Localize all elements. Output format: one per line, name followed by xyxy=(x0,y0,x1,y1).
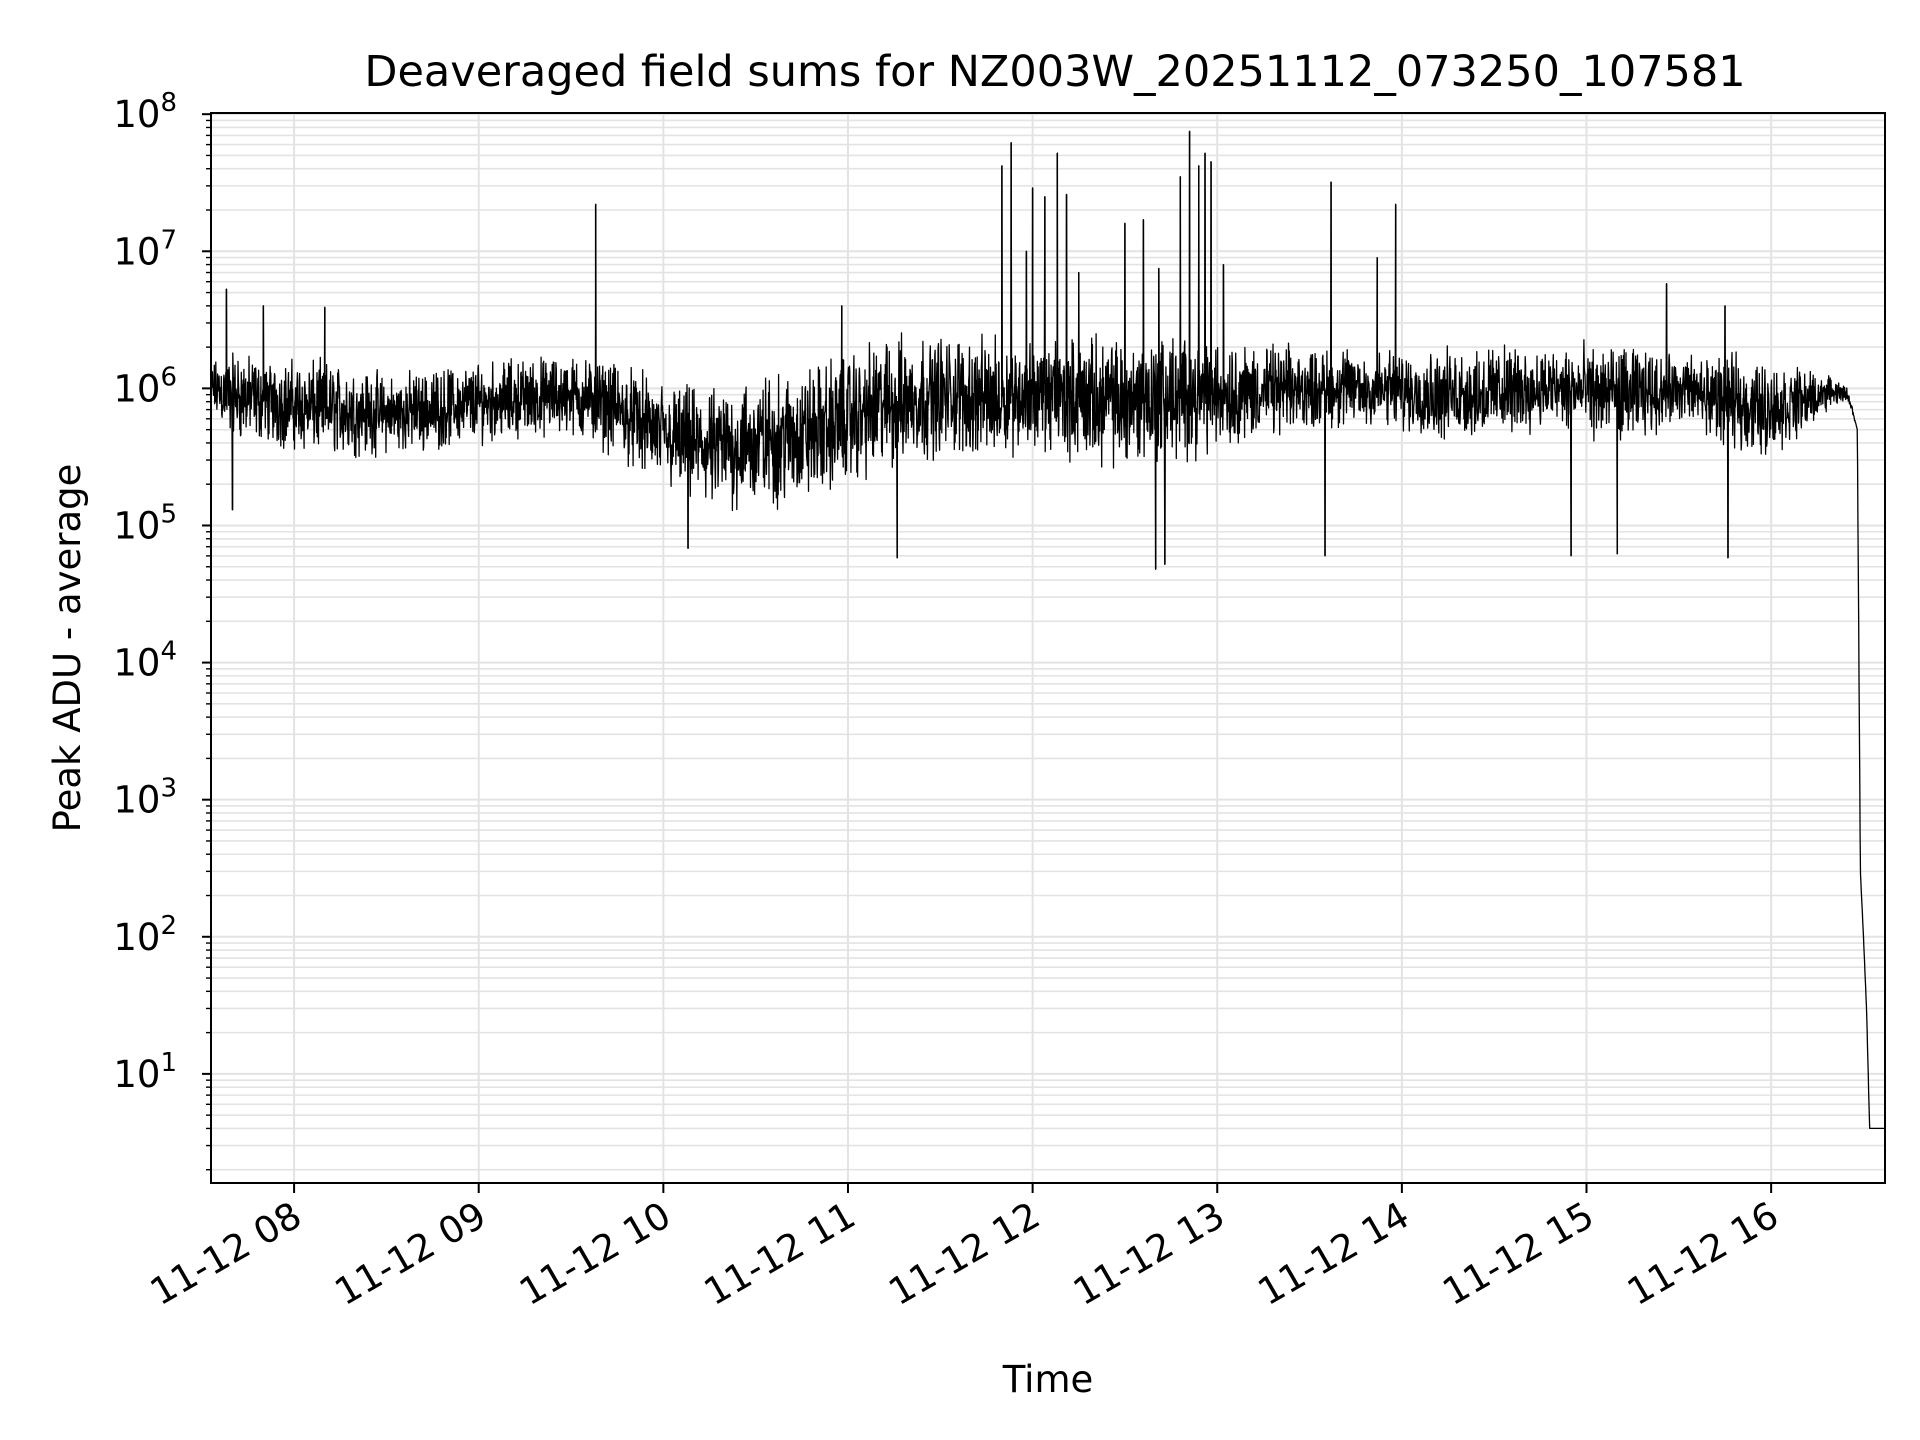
x-tick-label: 11-12 16 xyxy=(1620,1194,1786,1314)
y-tick-base: 10 xyxy=(113,504,160,547)
grid xyxy=(211,113,1885,1183)
x-tick-label: 11-12 12 xyxy=(882,1194,1048,1314)
x-tick-label: 11-12 11 xyxy=(697,1194,863,1314)
y-tick-label: 101 xyxy=(113,1048,177,1096)
y-tick-base: 10 xyxy=(113,230,160,273)
x-tick-label: 11-12 15 xyxy=(1435,1194,1601,1314)
x-tick-label: 11-12 14 xyxy=(1251,1194,1417,1314)
y-tick-base: 10 xyxy=(113,1053,160,1096)
y-tick-base: 10 xyxy=(113,367,160,410)
y-tick-base: 10 xyxy=(113,916,160,959)
y-tick-base: 10 xyxy=(113,93,160,136)
y-tick-exponent: 6 xyxy=(160,362,177,392)
y-tick-exponent: 5 xyxy=(160,499,177,529)
y-tick-exponent: 3 xyxy=(160,774,177,804)
y-tick-base: 10 xyxy=(113,642,160,685)
x-tick-label: 11-12 13 xyxy=(1066,1194,1232,1314)
x-tick-label: 11-12 10 xyxy=(512,1194,678,1314)
data-series xyxy=(210,130,1886,1130)
x-tick-label: 11-12 09 xyxy=(328,1194,494,1314)
y-tick-exponent: 4 xyxy=(160,637,177,667)
y-tick-label: 102 xyxy=(113,911,177,959)
y-tick-exponent: 8 xyxy=(160,88,177,118)
y-tick-label: 107 xyxy=(113,225,177,273)
chart-title: Deaveraged field sums for NZ003W_2025111… xyxy=(364,47,1745,97)
y-tick-exponent: 1 xyxy=(160,1048,177,1078)
y-tick-label: 103 xyxy=(113,774,177,822)
y-tick-label: 108 xyxy=(113,88,177,136)
y-tick-exponent: 7 xyxy=(160,225,177,255)
y-tick-base: 10 xyxy=(113,779,160,822)
x-axis-label: Time xyxy=(1002,1358,1094,1401)
series-line xyxy=(210,130,1886,1130)
x-axis: 11-12 08 11-12 09 11-12 10 11-12 11 11-12 12… xyxy=(143,1183,1786,1314)
x-tick-label: 11-12 08 xyxy=(143,1194,309,1314)
y-tick-label: 106 xyxy=(113,362,177,410)
plot-frame xyxy=(210,112,1886,1184)
y-tick-label: 104 xyxy=(113,637,177,685)
y-tick-exponent: 2 xyxy=(160,911,177,941)
y-axis-label: Peak ADU - average xyxy=(46,464,89,833)
y-tick-label: 105 xyxy=(113,499,177,547)
